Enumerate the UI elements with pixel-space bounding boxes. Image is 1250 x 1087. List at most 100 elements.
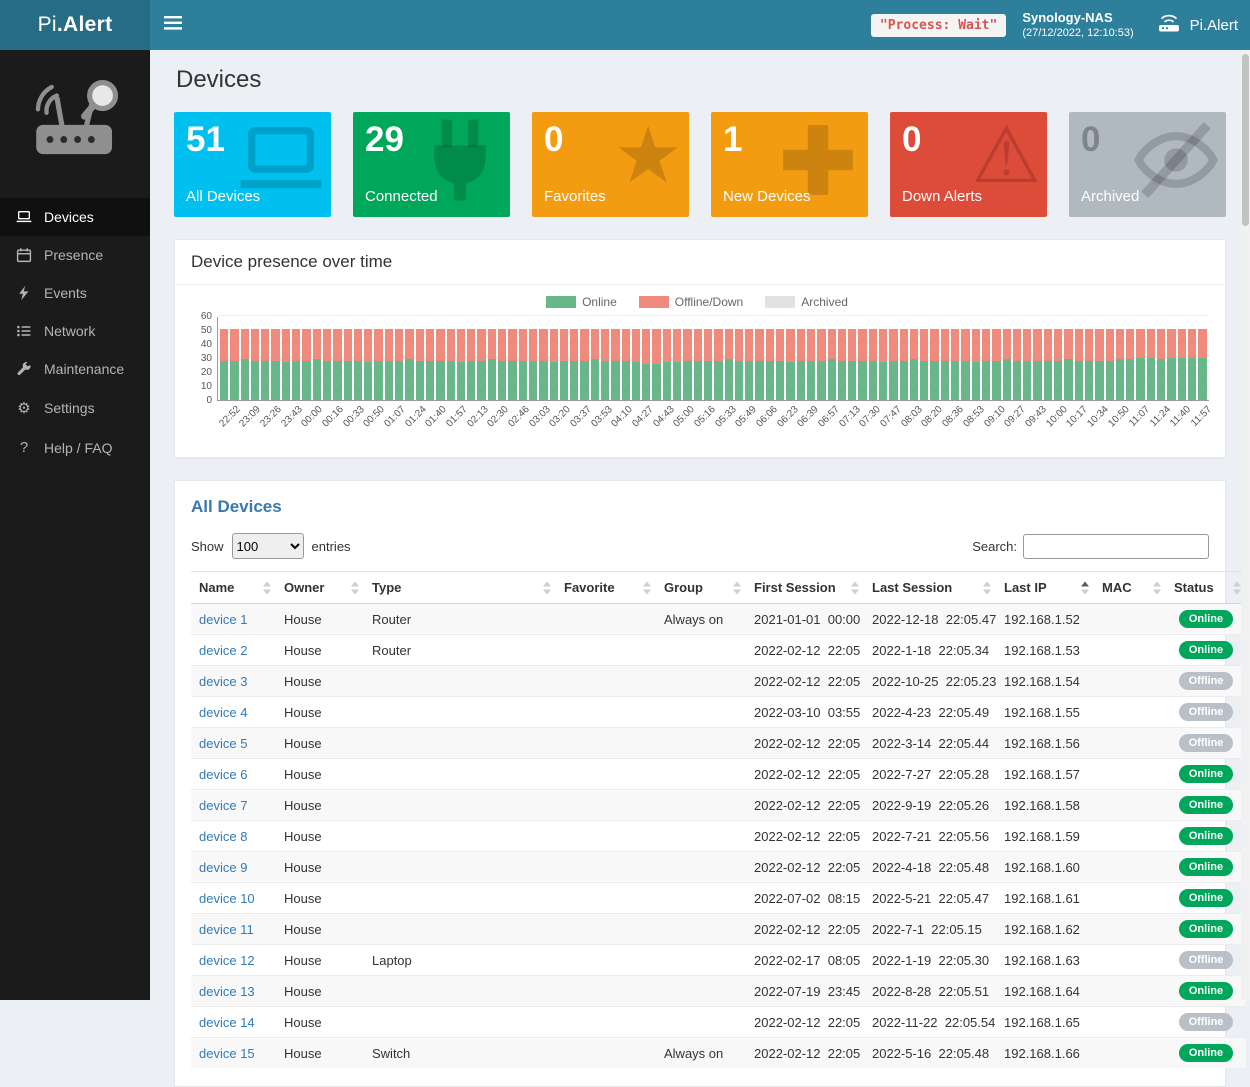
stacked-bar[interactable] <box>951 329 959 400</box>
column-header-name[interactable]: Name <box>191 572 276 604</box>
stacked-bar[interactable] <box>570 329 578 400</box>
stacked-bar[interactable] <box>292 329 300 400</box>
stacked-bar[interactable] <box>683 329 691 400</box>
device-name-link[interactable]: device 6 <box>199 767 247 782</box>
stacked-bar[interactable] <box>1003 329 1011 400</box>
stacked-bar[interactable] <box>714 329 722 400</box>
stacked-bar[interactable] <box>642 329 650 400</box>
stacked-bar[interactable] <box>745 329 753 400</box>
stacked-bar[interactable] <box>241 329 249 400</box>
sidebar-item-events[interactable]: Events <box>0 274 150 312</box>
column-header-owner[interactable]: Owner <box>276 572 364 604</box>
device-name-link[interactable]: device 12 <box>199 953 255 968</box>
stacked-bar[interactable] <box>477 329 485 400</box>
stacked-bar[interactable] <box>313 329 321 400</box>
stacked-bar[interactable] <box>1126 329 1134 400</box>
device-name-link[interactable]: device 11 <box>199 922 254 937</box>
stacked-bar[interactable] <box>591 329 599 400</box>
stacked-bar[interactable] <box>1167 329 1175 400</box>
stacked-bar[interactable] <box>364 329 372 400</box>
device-name-link[interactable]: device 13 <box>199 984 255 999</box>
stacked-bar[interactable] <box>982 329 990 400</box>
stacked-bar[interactable] <box>385 329 393 400</box>
stacked-bar[interactable] <box>395 329 403 400</box>
column-header-mac[interactable]: MAC <box>1094 572 1166 604</box>
stacked-bar[interactable] <box>786 329 794 400</box>
device-name-link[interactable]: device 4 <box>199 705 247 720</box>
stacked-bar[interactable] <box>1147 329 1155 400</box>
stacked-bar[interactable] <box>632 329 640 400</box>
stacked-bar[interactable] <box>910 329 918 400</box>
device-name-link[interactable]: device 14 <box>199 1015 255 1030</box>
sidebar-item-presence[interactable]: Presence <box>0 236 150 274</box>
stacked-bar[interactable] <box>436 329 444 400</box>
column-header-first-session[interactable]: First Session <box>746 572 864 604</box>
stacked-bar[interactable] <box>1198 329 1206 400</box>
stacked-bar[interactable] <box>333 329 341 400</box>
stacked-bar[interactable] <box>838 329 846 400</box>
column-header-type[interactable]: Type <box>364 572 556 604</box>
stacked-bar[interactable] <box>941 329 949 400</box>
stacked-bar[interactable] <box>1178 329 1186 400</box>
stacked-bar[interactable] <box>1085 329 1093 400</box>
stacked-bar[interactable] <box>858 329 866 400</box>
stacked-bar[interactable] <box>725 329 733 400</box>
stacked-bar[interactable] <box>817 329 825 400</box>
stacked-bar[interactable] <box>694 329 702 400</box>
stacked-bar[interactable] <box>848 329 856 400</box>
stacked-bar[interactable] <box>1136 329 1144 400</box>
stacked-bar[interactable] <box>869 329 877 400</box>
column-header-last-session[interactable]: Last Session <box>864 572 996 604</box>
stacked-bar[interactable] <box>271 329 279 400</box>
stacked-bar[interactable] <box>920 329 928 400</box>
sidebar-item-settings[interactable]: ⚙Settings <box>0 388 150 428</box>
stacked-bar[interactable] <box>550 329 558 400</box>
stacked-bar[interactable] <box>344 329 352 400</box>
stacked-bar[interactable] <box>282 329 290 400</box>
stacked-bar[interactable] <box>374 329 382 400</box>
stacked-bar[interactable] <box>467 329 475 400</box>
stacked-bar[interactable] <box>539 329 547 400</box>
stacked-bar[interactable] <box>354 329 362 400</box>
stacked-bar[interactable] <box>611 329 619 400</box>
stacked-bar[interactable] <box>879 329 887 400</box>
device-name-link[interactable]: device 8 <box>199 829 247 844</box>
stacked-bar[interactable] <box>302 329 310 400</box>
search-input[interactable] <box>1023 534 1209 559</box>
stacked-bar[interactable] <box>1013 329 1021 400</box>
stacked-bar[interactable] <box>601 329 609 400</box>
stacked-bar[interactable] <box>1188 329 1196 400</box>
stacked-bar[interactable] <box>1044 329 1052 400</box>
stacked-bar[interactable] <box>652 329 660 400</box>
stacked-bar[interactable] <box>1075 329 1083 400</box>
column-header-last-ip[interactable]: Last IP <box>996 572 1094 604</box>
stacked-bar[interactable] <box>930 329 938 400</box>
stacked-bar[interactable] <box>900 329 908 400</box>
device-name-link[interactable]: device 7 <box>199 798 247 813</box>
summary-box-down-alerts[interactable]: 0⚠Down Alerts <box>890 112 1047 217</box>
sidebar-item-maintenance[interactable]: Maintenance <box>0 350 150 388</box>
device-name-link[interactable]: device 15 <box>199 1046 255 1061</box>
column-header-favorite[interactable]: Favorite <box>556 572 656 604</box>
stacked-bar[interactable] <box>447 329 455 400</box>
sidebar-item-devices[interactable]: Devices <box>0 198 150 236</box>
stacked-bar[interactable] <box>529 329 537 400</box>
brand-link[interactable]: Pi.Alert <box>1150 12 1238 38</box>
device-name-link[interactable]: device 5 <box>199 736 247 751</box>
stacked-bar[interactable] <box>766 329 774 400</box>
stacked-bar[interactable] <box>519 329 527 400</box>
stacked-bar[interactable] <box>560 329 568 400</box>
stacked-bar[interactable] <box>1054 329 1062 400</box>
stacked-bar[interactable] <box>1095 329 1103 400</box>
sidebar-item-help-faq[interactable]: ?Help / FAQ <box>0 428 150 467</box>
app-logo[interactable]: Pi.Alert <box>0 0 150 50</box>
stacked-bar[interactable] <box>797 329 805 400</box>
stacked-bar[interactable] <box>735 329 743 400</box>
stacked-bar[interactable] <box>663 329 671 400</box>
stacked-bar[interactable] <box>220 329 228 400</box>
stacked-bar[interactable] <box>673 329 681 400</box>
stacked-bar[interactable] <box>807 329 815 400</box>
